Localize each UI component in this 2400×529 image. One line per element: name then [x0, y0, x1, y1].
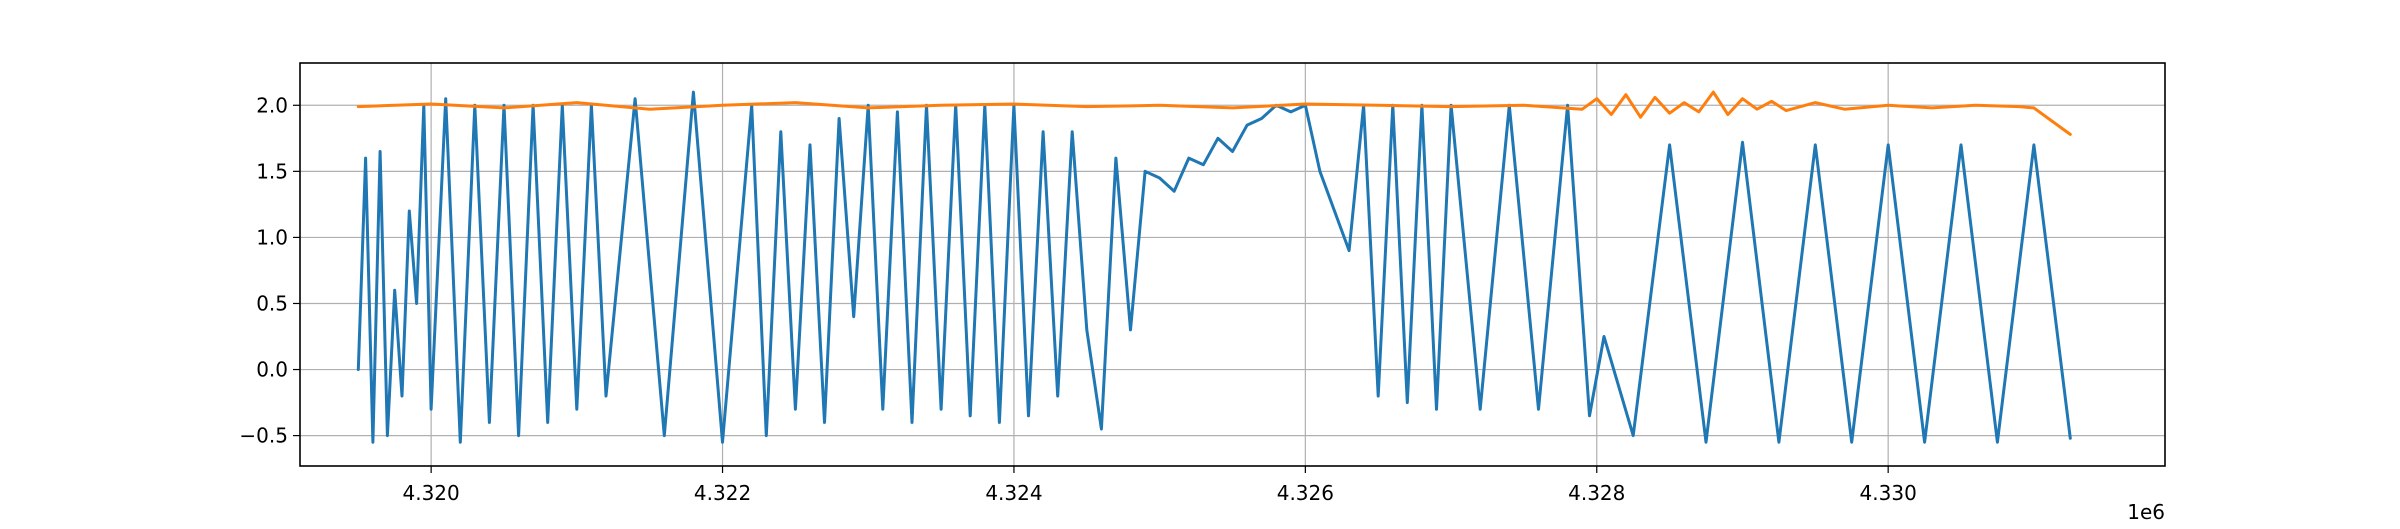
- y-tick-label: 1.0: [256, 225, 288, 249]
- y-tick-label: 1.5: [256, 159, 288, 183]
- x-tick-label: 4.326: [1277, 481, 1334, 505]
- x-tick-label: 4.330: [1860, 481, 1917, 505]
- x-tick-label: 4.320: [403, 481, 460, 505]
- plot-frame: [299, 62, 2166, 467]
- grid-layer: [300, 63, 2165, 466]
- x-axis-offset-label: 1e6: [2127, 500, 2165, 524]
- series-layer: [356, 90, 2072, 444]
- y-tick-label: 2.0: [256, 93, 288, 117]
- axis-layer: 4.320 4.322 4.324 4.326 4.328 4.330 −0.5 0.0 0.5…: [239, 93, 1916, 505]
- series-line-1: [356, 90, 2072, 136]
- series-line-0: [356, 90, 2072, 444]
- y-tick-label: 0.5: [256, 291, 288, 315]
- y-tick-label: 0.0: [256, 358, 288, 382]
- x-tick-label: 4.328: [1568, 481, 1625, 505]
- x-tick-label: 4.324: [985, 481, 1042, 505]
- x-tick-label: 4.322: [694, 481, 751, 505]
- y-tick-label: −0.5: [239, 424, 288, 448]
